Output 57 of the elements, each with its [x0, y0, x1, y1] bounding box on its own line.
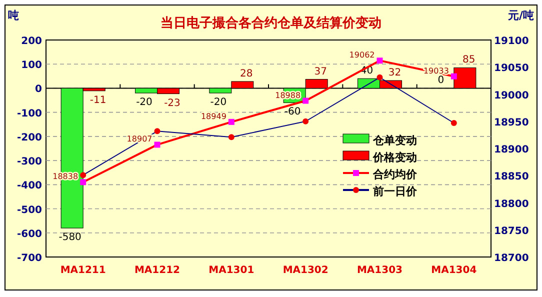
y-tick-label: -600: [16, 228, 42, 240]
y-tick-label: 100: [21, 60, 42, 72]
point: [302, 118, 309, 124]
data-label: -23: [164, 98, 180, 109]
data-label: 0: [438, 75, 444, 86]
legend-label: 价格变动: [372, 151, 417, 164]
y-tick-label: -300: [16, 156, 42, 168]
data-label: -20: [210, 97, 227, 108]
x-tick-label: MA1211: [60, 265, 106, 276]
point: [376, 74, 383, 80]
legend-label: 仓单变动: [372, 134, 417, 147]
x-tick-label: MA1301: [208, 265, 254, 276]
data-label: 85: [462, 54, 476, 66]
data-label: 37: [314, 66, 327, 78]
point: [450, 120, 457, 126]
y-tick-label: 0: [35, 84, 42, 96]
y-tick-label: 200: [21, 36, 42, 47]
point: [154, 128, 160, 134]
y2-tick-label: 18850: [494, 172, 529, 183]
x-tick-label: MA1302: [282, 265, 328, 276]
y2-tick-label: 19100: [494, 36, 529, 47]
y-tick-label: -400: [16, 180, 42, 192]
data-label: -11: [90, 94, 106, 106]
y2-tick-label: 19050: [494, 63, 529, 74]
y-tick-label: -500: [16, 204, 42, 216]
point: [80, 179, 86, 186]
y2-tick-label: 18950: [494, 117, 529, 128]
y2-tick-label: 18750: [494, 226, 529, 237]
y-tick-label: -700: [16, 253, 42, 264]
y2-tick-label: 18700: [494, 253, 529, 264]
point: [376, 58, 383, 64]
point: [80, 172, 86, 178]
y2-tick-label: 19000: [494, 90, 529, 102]
x-tick-label: MA1212: [134, 265, 180, 276]
point: [154, 142, 160, 148]
data-label: 32: [388, 68, 402, 79]
data-label: -580: [58, 232, 82, 244]
legend-label: 前一日价: [372, 185, 418, 198]
y-axis-title: 吨: [8, 9, 19, 22]
y2-axis-title: 元/吨: [506, 9, 534, 22]
point: [228, 118, 234, 125]
y2-tick-label: 18900: [494, 144, 529, 156]
data-label: -20: [136, 97, 152, 108]
chart-title: 当日电子撮合各合约仓单及结算价变动: [160, 15, 382, 31]
x-tick-label: MA1304: [431, 265, 477, 276]
data-label: 28: [240, 68, 253, 80]
data-label: 18949: [200, 112, 226, 121]
y-tick-label: -200: [16, 132, 42, 144]
point: [302, 98, 309, 104]
data-label: 19062: [349, 50, 375, 60]
point: [450, 73, 457, 80]
data-label: -60: [284, 106, 301, 118]
x-tick-label: MA1303: [356, 265, 403, 276]
legend-label: 合约均价: [372, 168, 418, 181]
y2-tick-label: 18800: [494, 198, 529, 210]
point: [228, 134, 234, 140]
y-tick-label: -100: [16, 108, 42, 120]
